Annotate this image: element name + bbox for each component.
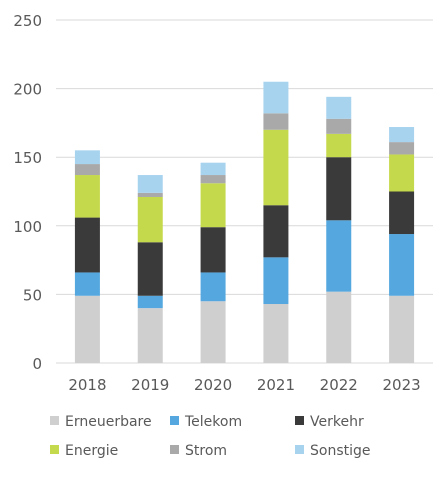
- bar-segment: [200, 227, 226, 273]
- legend-swatch: [50, 445, 59, 454]
- legend: Erneuerbare Telekom Verkehr Energie Strom Son…: [50, 414, 371, 459]
- bar-segment: [326, 118, 352, 134]
- bar-segment: [263, 129, 289, 206]
- bar-segment: [137, 295, 163, 309]
- bar-segment: [326, 220, 352, 292]
- bar-segment: [74, 150, 100, 165]
- legend-swatch: [295, 445, 304, 454]
- grid-layer: [56, 19, 433, 364]
- bar-segment: [389, 191, 415, 235]
- bar-segment: [326, 133, 352, 158]
- bar-segment: [389, 295, 415, 363]
- x-tick-label: 2021: [257, 376, 295, 394]
- x-tick-label: 2020: [194, 376, 232, 394]
- legend-label: Energie: [65, 443, 118, 459]
- bar-segment: [263, 81, 289, 114]
- bar-segment: [74, 175, 100, 218]
- bar-segment: [200, 272, 226, 302]
- bars-layer: [74, 81, 415, 363]
- bar-segment: [74, 272, 100, 296]
- bar-segment: [137, 308, 163, 363]
- bar-segment: [137, 242, 163, 296]
- x-tick-label: 2023: [382, 376, 420, 394]
- bar-segment: [137, 196, 163, 243]
- legend-label: Sonstige: [310, 443, 371, 459]
- bar-segment: [74, 295, 100, 363]
- bar-segment: [389, 234, 415, 296]
- legend-swatch: [295, 416, 304, 425]
- bar-segment: [263, 257, 289, 305]
- legend-label: Verkehr: [310, 414, 364, 430]
- bar-segment: [263, 304, 289, 363]
- bar-segment: [200, 183, 226, 228]
- bar-segment: [326, 291, 352, 363]
- y-tick-label: 100: [13, 218, 42, 236]
- y-tick-label: 250: [13, 12, 42, 30]
- y-tick-label: 50: [23, 286, 42, 304]
- y-tick-label: 0: [32, 355, 42, 373]
- x-tick-label: 2022: [320, 376, 358, 394]
- bar-segment: [389, 154, 415, 192]
- bar-segment: [137, 192, 163, 197]
- y-tick-label: 150: [13, 149, 42, 167]
- bar-segment: [74, 217, 100, 273]
- legend-swatch: [170, 445, 179, 454]
- legend-label: Erneuerbare: [65, 414, 152, 430]
- legend-swatch: [50, 416, 59, 425]
- bar-segment: [200, 301, 226, 363]
- bar-segment: [200, 175, 226, 184]
- bar-segment: [389, 127, 415, 143]
- bar-segment: [326, 157, 352, 221]
- bar-segment: [326, 96, 352, 119]
- x-tick-label: 2018: [68, 376, 106, 394]
- legend-label: Strom: [185, 443, 227, 459]
- bar-segment: [263, 205, 289, 258]
- legend-swatch: [170, 416, 179, 425]
- bar-segment: [200, 162, 226, 176]
- x-tick-label: 2019: [131, 376, 169, 394]
- bar-segment: [389, 142, 415, 155]
- bar-segment: [137, 175, 163, 193]
- y-tick-label: 200: [13, 81, 42, 99]
- legend-label: Telekom: [184, 414, 242, 430]
- bar-segment: [263, 113, 289, 130]
- axis-layer: 0 50 100 150 200 250 2018 2019 2020 2021 2022 2023: [13, 12, 420, 394]
- bar-segment: [74, 164, 100, 176]
